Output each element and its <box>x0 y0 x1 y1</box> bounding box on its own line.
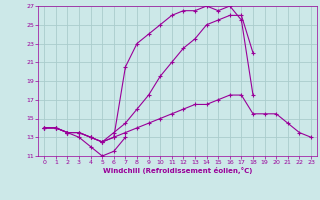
X-axis label: Windchill (Refroidissement éolien,°C): Windchill (Refroidissement éolien,°C) <box>103 167 252 174</box>
